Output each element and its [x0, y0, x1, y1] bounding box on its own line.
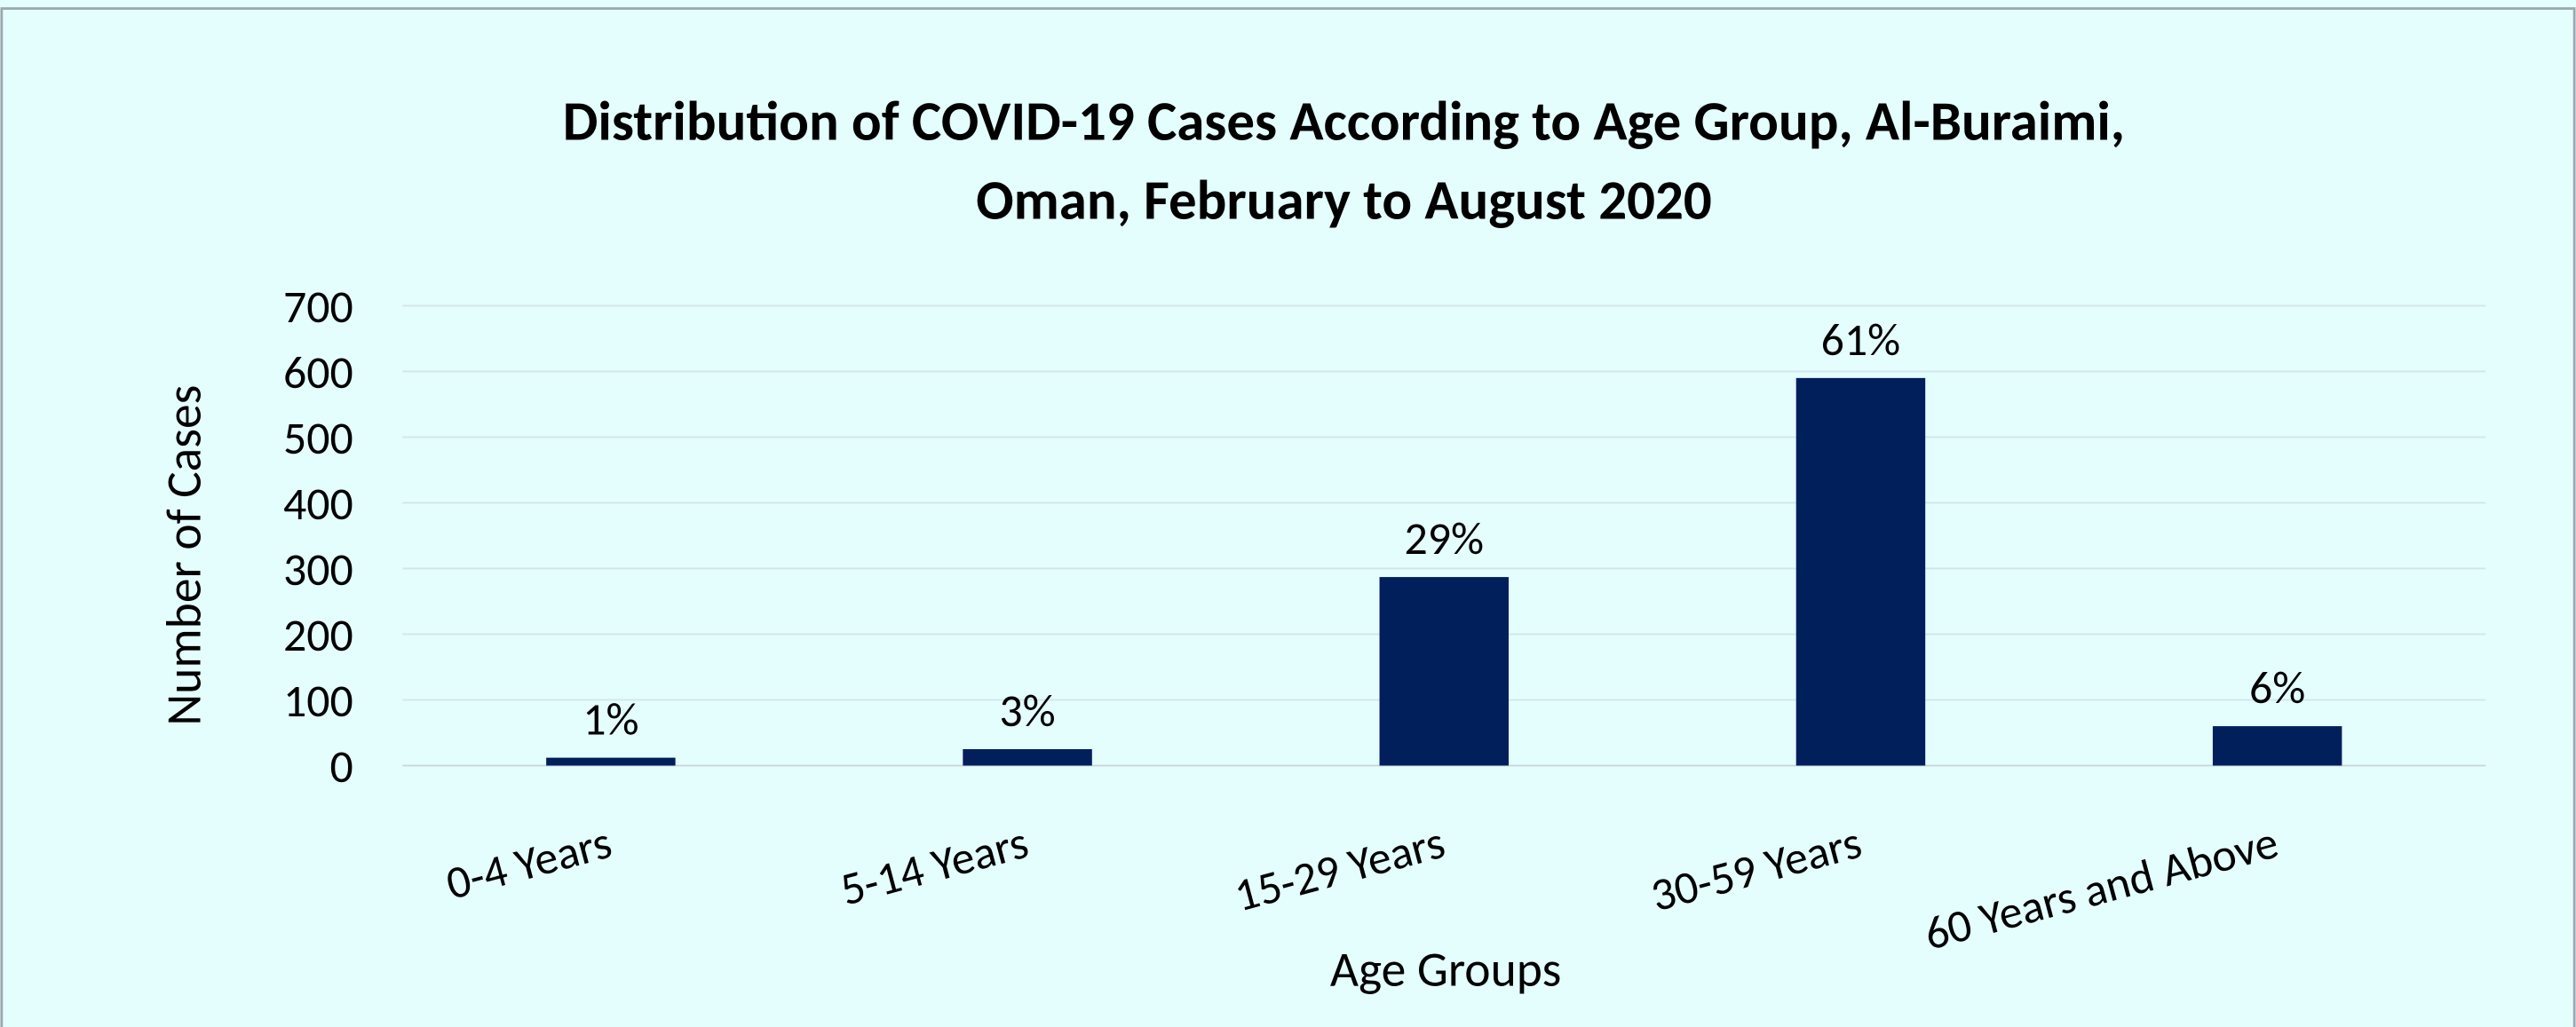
y-tick-label: 300 [283, 541, 353, 597]
chart-border [0, 7, 2576, 1027]
chart-title: Distribution of COVID-19 Cases According… [563, 87, 2125, 155]
x-axis-title: Age Groups [1330, 938, 1561, 999]
bar [1795, 377, 1926, 766]
data-label: 29% [1404, 510, 1484, 566]
data-label: 3% [999, 683, 1055, 739]
y-tick-label: 700 [283, 279, 353, 335]
y-tick-label: 500 [283, 410, 353, 466]
bar [963, 748, 1092, 766]
y-axis-title: Number of Cases [154, 385, 214, 726]
data-label: 6% [2249, 660, 2305, 715]
chart-title: Oman, February to August 2020 [976, 165, 1712, 233]
y-tick-label: 600 [283, 344, 353, 400]
y-tick-label: 200 [283, 607, 353, 663]
y-tick-label: 400 [283, 476, 353, 532]
bar [2212, 726, 2342, 766]
bar [1379, 577, 1509, 766]
data-label: 1% [583, 691, 638, 747]
bar [546, 757, 676, 766]
y-tick-label: 0 [330, 739, 353, 794]
y-tick-label: 100 [283, 673, 353, 729]
data-label: 61% [1821, 312, 1901, 367]
